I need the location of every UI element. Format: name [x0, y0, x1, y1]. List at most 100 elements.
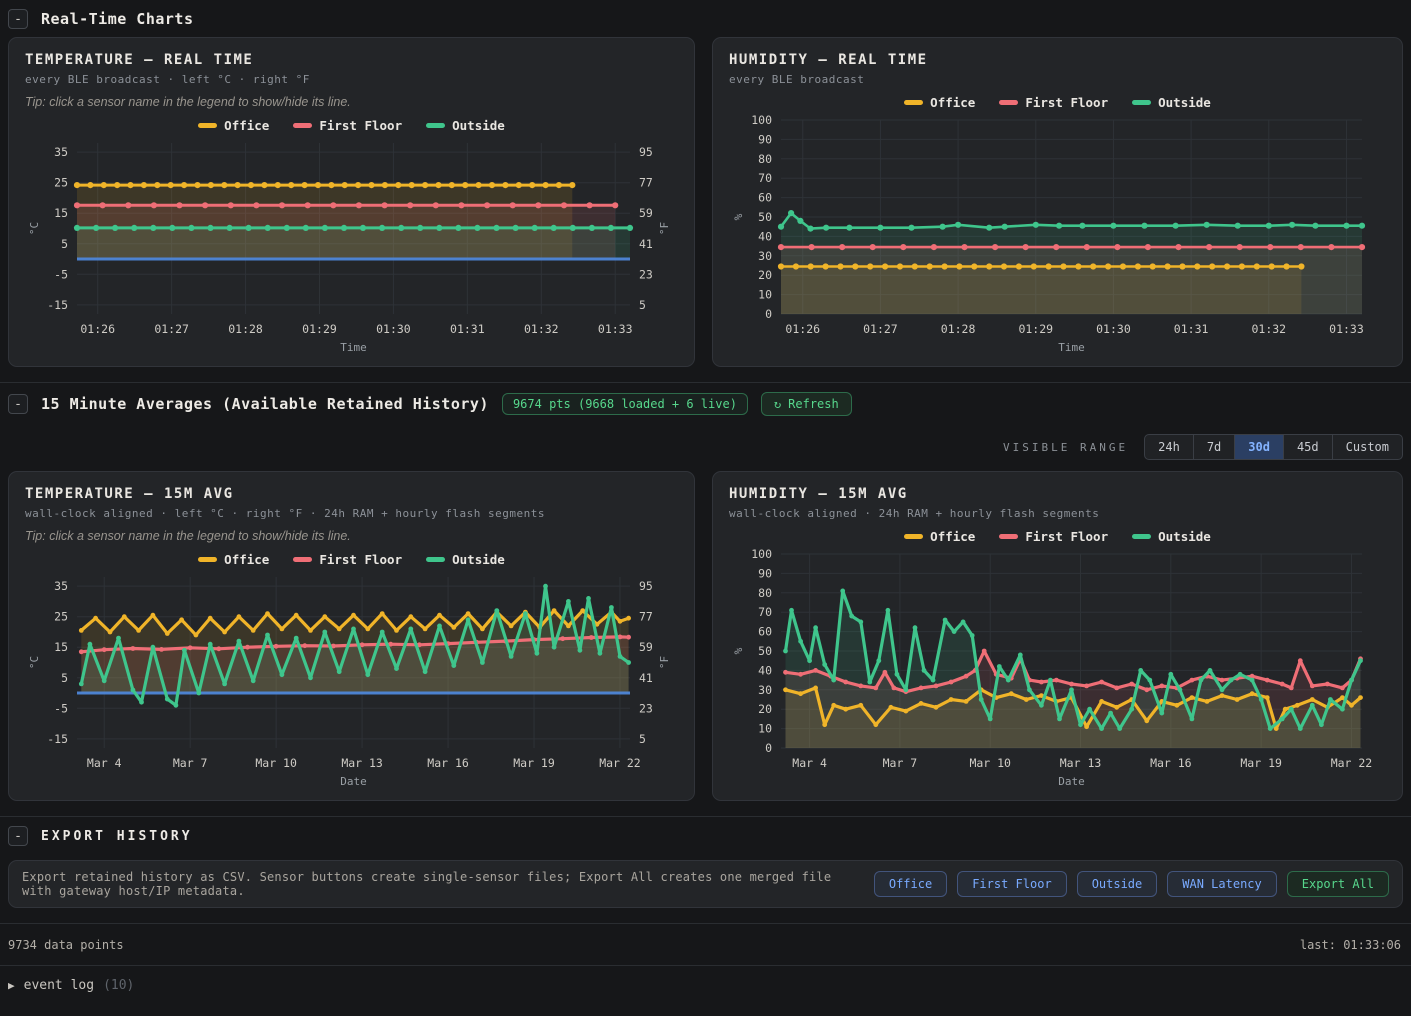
svg-text:23: 23 — [639, 267, 653, 281]
chart-title: TEMPERATURE — 15M AVG — [25, 486, 234, 502]
svg-text:80: 80 — [758, 152, 772, 166]
export-section-title: EXPORT HISTORY — [41, 828, 193, 844]
legend-item-first-floor[interactable]: First Floor — [999, 95, 1108, 110]
export-first-floor-button[interactable]: First Floor — [957, 871, 1067, 897]
visible-range-label: VISIBLE RANGE — [1003, 440, 1129, 454]
export-all-button[interactable]: Export All — [1286, 871, 1389, 897]
temperature-realtime-chart[interactable]: 35 95 25 77 15 59 5 41 -5 23 -15 5 01:26 01:27 01:28 01… — [25, 135, 678, 356]
svg-text:Date: Date — [340, 775, 367, 788]
svg-text:10: 10 — [758, 722, 772, 736]
chart-legend: Office First Floor Outside — [25, 118, 678, 133]
svg-text:Mar 4: Mar 4 — [792, 756, 827, 770]
legend-item-office[interactable]: Office — [198, 552, 269, 567]
realtime-section-header: - Real-Time Charts — [0, 0, 1411, 37]
legend-item-outside[interactable]: Outside — [1132, 529, 1211, 544]
svg-text:5: 5 — [61, 237, 68, 251]
legend-item-outside[interactable]: Outside — [426, 118, 505, 133]
legend-label: Office — [930, 529, 976, 544]
svg-text:95: 95 — [639, 145, 653, 159]
svg-text:01:26: 01:26 — [785, 322, 820, 336]
svg-text:59: 59 — [639, 640, 653, 654]
svg-text:90: 90 — [758, 566, 772, 580]
legend-item-outside[interactable]: Outside — [1132, 95, 1211, 110]
svg-text:%: % — [732, 647, 745, 654]
legend-item-office[interactable]: Office — [198, 118, 269, 133]
range-option-24h[interactable]: 24h — [1158, 440, 1180, 454]
divider — [0, 816, 1411, 817]
temperature-15m-chart[interactable]: 35 95 25 77 15 59 5 41 -5 23 -15 5 Mar 4 Mar 7 Mar 10 M… — [25, 569, 678, 790]
svg-text:Mar 22: Mar 22 — [1331, 756, 1373, 770]
chart-title: HUMIDITY — 15M AVG — [729, 486, 908, 502]
legend-swatch — [904, 534, 924, 539]
range-option-custom[interactable]: Custom — [1331, 435, 1402, 459]
chart-subtitle: every BLE broadcast — [729, 73, 865, 86]
svg-text:Mar 7: Mar 7 — [173, 756, 208, 770]
svg-text:01:30: 01:30 — [1096, 322, 1131, 336]
legend-swatch — [426, 557, 446, 562]
legend-swatch — [1132, 534, 1152, 539]
points-count-badge: 9674 pts (9668 loaded + 6 live) — [501, 393, 748, 415]
svg-text:01:30: 01:30 — [376, 322, 411, 336]
svg-text:30: 30 — [758, 683, 772, 697]
collapse-averages-button[interactable]: - — [8, 394, 28, 414]
svg-text:01:27: 01:27 — [154, 322, 189, 336]
svg-text:60: 60 — [758, 625, 772, 639]
svg-text:15: 15 — [54, 640, 68, 654]
svg-text:100: 100 — [751, 113, 772, 127]
legend-label: Outside — [452, 118, 505, 133]
legend-label: First Floor — [319, 552, 403, 567]
svg-text:-5: -5 — [54, 267, 68, 281]
legend-swatch — [198, 557, 218, 562]
averages-charts-grid: TEMPERATURE — 15M AVG wall-clock aligned… — [0, 471, 1411, 801]
chart-subtitle: wall-clock aligned · 24h RAM + hourly fl… — [729, 507, 1100, 520]
legend-item-outside[interactable]: Outside — [426, 552, 505, 567]
svg-text:5: 5 — [61, 671, 68, 685]
legend-item-office[interactable]: Office — [904, 95, 975, 110]
legend-item-first-floor[interactable]: First Floor — [293, 552, 402, 567]
svg-text:35: 35 — [54, 579, 68, 593]
export-outside-button[interactable]: Outside — [1076, 871, 1158, 897]
legend-label: Outside — [1158, 95, 1211, 110]
svg-text:50: 50 — [758, 210, 772, 224]
svg-text:Mar 19: Mar 19 — [1240, 756, 1282, 770]
svg-text:77: 77 — [639, 176, 653, 190]
export-wan-latency-button[interactable]: WAN Latency — [1167, 871, 1277, 897]
chart-subtitle: wall-clock aligned · left °C · right °F … — [25, 507, 545, 520]
svg-text:40: 40 — [758, 229, 772, 243]
export-office-button[interactable]: Office — [873, 871, 948, 897]
range-option-7d[interactable]: 7d — [1192, 435, 1234, 459]
refresh-button[interactable]: ↻ Refresh — [760, 392, 852, 416]
legend-swatch — [426, 123, 446, 128]
refresh-icon: ↻ — [773, 397, 782, 411]
temperature-realtime-panel: TEMPERATURE — REAL TIME every BLE broadc… — [8, 37, 695, 367]
divider — [0, 382, 1411, 383]
svg-text:Mar 13: Mar 13 — [1060, 756, 1102, 770]
collapse-export-button[interactable]: - — [8, 826, 28, 846]
legend-item-first-floor[interactable]: First Floor — [293, 118, 402, 133]
averages-section-title: 15 Minute Averages (Available Retained H… — [41, 395, 489, 413]
chart-title: TEMPERATURE — REAL TIME — [25, 52, 254, 68]
svg-text:80: 80 — [758, 586, 772, 600]
svg-text:59: 59 — [639, 206, 653, 220]
svg-text:Mar 7: Mar 7 — [883, 756, 918, 770]
svg-text:01:26: 01:26 — [80, 322, 115, 336]
legend-label: Outside — [452, 552, 505, 567]
event-log-label: event log — [23, 978, 95, 993]
svg-text:5: 5 — [639, 732, 646, 746]
svg-text:01:33: 01:33 — [598, 322, 633, 336]
svg-text:95: 95 — [639, 579, 653, 593]
collapse-realtime-button[interactable]: - — [8, 9, 28, 29]
svg-text:25: 25 — [54, 176, 68, 190]
legend-item-office[interactable]: Office — [904, 529, 975, 544]
legend-label: Office — [930, 95, 976, 110]
legend-swatch — [999, 534, 1019, 539]
svg-text:01:32: 01:32 — [524, 322, 559, 336]
legend-item-first-floor[interactable]: First Floor — [999, 529, 1108, 544]
svg-text:70: 70 — [758, 605, 772, 619]
range-option-45d[interactable]: 45d — [1282, 435, 1332, 459]
event-log-toggle[interactable]: ▶ event log (10) — [0, 966, 1411, 1005]
humidity-15m-panel: HUMIDITY — 15M AVG wall-clock aligned · … — [712, 471, 1403, 801]
range-option-30d[interactable]: 30d — [1234, 435, 1283, 459]
